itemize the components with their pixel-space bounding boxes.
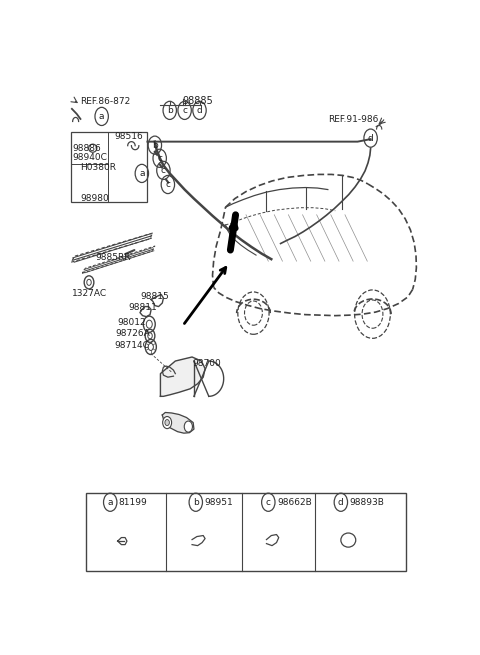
Text: 1327AC: 1327AC bbox=[72, 290, 107, 299]
Text: c: c bbox=[166, 180, 170, 189]
Bar bbox=[86, 493, 406, 571]
Text: d: d bbox=[338, 498, 344, 507]
Text: b: b bbox=[193, 498, 199, 507]
Text: 9885RR: 9885RR bbox=[96, 253, 131, 262]
Text: 98886: 98886 bbox=[72, 143, 101, 153]
Text: REF.86-872: REF.86-872 bbox=[81, 97, 131, 106]
Text: 98516: 98516 bbox=[114, 132, 143, 141]
Text: 98951: 98951 bbox=[204, 498, 233, 507]
Text: REF.91-986: REF.91-986 bbox=[328, 115, 378, 124]
Text: 98940C: 98940C bbox=[72, 153, 107, 162]
Text: c: c bbox=[161, 166, 166, 175]
Text: 98012: 98012 bbox=[118, 318, 146, 328]
Text: 81199: 81199 bbox=[119, 498, 147, 507]
Circle shape bbox=[184, 421, 192, 432]
Text: d: d bbox=[197, 106, 203, 115]
Text: a: a bbox=[139, 169, 144, 178]
Text: 98714C: 98714C bbox=[114, 341, 149, 350]
Text: 98811: 98811 bbox=[129, 303, 157, 312]
Text: 98700: 98700 bbox=[192, 359, 221, 368]
Text: 98893B: 98893B bbox=[349, 498, 384, 507]
Text: H0380R: H0380R bbox=[81, 163, 117, 172]
Text: 98885: 98885 bbox=[183, 96, 214, 106]
Text: 98980: 98980 bbox=[81, 194, 109, 203]
Text: c: c bbox=[182, 106, 187, 115]
Bar bbox=[71, 132, 147, 202]
Polygon shape bbox=[162, 413, 194, 433]
Text: b: b bbox=[167, 106, 173, 115]
Text: 98726A: 98726A bbox=[115, 329, 150, 338]
Text: c: c bbox=[266, 498, 271, 507]
Circle shape bbox=[165, 420, 169, 426]
Text: b: b bbox=[152, 141, 158, 150]
Text: 98662B: 98662B bbox=[277, 498, 312, 507]
Text: 98815: 98815 bbox=[140, 293, 169, 301]
Text: c: c bbox=[157, 154, 162, 163]
Text: a: a bbox=[108, 498, 113, 507]
Text: a: a bbox=[99, 112, 105, 121]
Polygon shape bbox=[160, 357, 205, 396]
Text: d: d bbox=[368, 134, 373, 143]
Circle shape bbox=[163, 417, 172, 428]
